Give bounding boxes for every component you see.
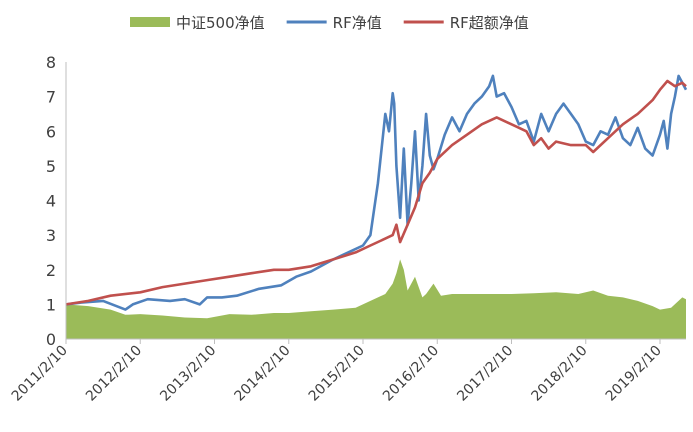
x-tick-label: 2011/2/10 [9, 343, 71, 405]
x-tick-label: 2016/2/10 [380, 343, 442, 405]
y-tick-label: 7 [46, 88, 56, 107]
x-tick-label: 2013/2/10 [157, 343, 219, 405]
x-tick-label: 2014/2/10 [232, 343, 294, 405]
y-tick-label: 1 [46, 295, 56, 314]
x-tick-label: 2018/2/10 [529, 343, 591, 405]
x-tick-label: 2019/2/10 [603, 343, 665, 405]
series-layer [65, 74, 688, 339]
y-ticks: 0 1 2 3 4 5 6 7 8 [46, 53, 56, 349]
axes [65, 62, 686, 340]
y-tick-label: 0 [46, 330, 56, 349]
series-area-0 [66, 259, 686, 339]
y-tick-label: 2 [46, 261, 56, 280]
legend-label: RF净值 [333, 14, 382, 32]
x-ticks: 2011/2/10 2012/2/10 2013/2/10 2014/2/10 2015… [9, 339, 665, 405]
x-tick-label: 2015/2/10 [306, 343, 368, 405]
y-tick-label: 3 [46, 226, 56, 245]
legend-label: RF超额净值 [450, 14, 529, 32]
legend-swatch [130, 17, 170, 27]
y-tick-label: 4 [46, 192, 56, 211]
series-line-2 [65, 79, 687, 306]
x-tick-label: 2017/2/10 [454, 343, 516, 405]
series-line-1 [65, 74, 688, 311]
y-tick-label: 8 [46, 53, 56, 72]
legend: 中证500净值 RF净值 RF超额净值 [130, 14, 529, 32]
x-tick-label: 2012/2/10 [83, 343, 145, 405]
legend-label: 中证500净值 [176, 14, 265, 32]
y-tick-label: 5 [46, 157, 56, 176]
y-tick-label: 6 [46, 122, 56, 141]
